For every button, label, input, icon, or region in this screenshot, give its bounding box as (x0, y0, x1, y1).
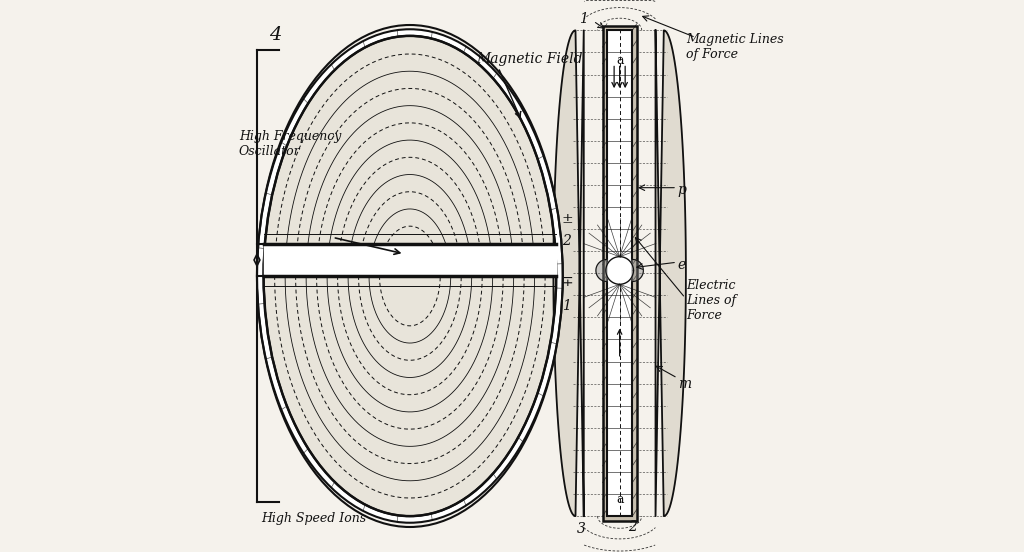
Text: Electric
Lines of
Force: Electric Lines of Force (686, 279, 736, 322)
Text: 3: 3 (578, 522, 586, 536)
Text: ±: ± (562, 212, 573, 226)
Polygon shape (257, 29, 563, 523)
FancyBboxPatch shape (602, 26, 637, 521)
Polygon shape (553, 30, 584, 516)
Polygon shape (596, 259, 607, 282)
Text: a: a (615, 493, 624, 506)
Text: Magnetic Field: Magnetic Field (476, 52, 583, 66)
Text: 4: 4 (269, 26, 282, 44)
Text: 1: 1 (580, 12, 588, 26)
Text: ∓: ∓ (562, 274, 573, 289)
Text: e: e (678, 258, 686, 272)
Text: a: a (615, 54, 624, 67)
Text: p: p (678, 183, 686, 198)
Polygon shape (655, 30, 686, 516)
Text: 2: 2 (628, 520, 637, 534)
Polygon shape (633, 259, 643, 282)
Text: 2: 2 (562, 234, 570, 248)
Polygon shape (606, 257, 634, 284)
Text: Magnetic Lines
of Force: Magnetic Lines of Force (686, 33, 783, 61)
Text: m: m (678, 376, 691, 391)
Text: High Speed Ions: High Speed Ions (261, 512, 366, 526)
Ellipse shape (263, 36, 556, 516)
Text: 1: 1 (562, 299, 570, 314)
FancyBboxPatch shape (607, 30, 633, 516)
Text: High Frequency
Oscillator: High Frequency Oscillator (239, 130, 341, 157)
